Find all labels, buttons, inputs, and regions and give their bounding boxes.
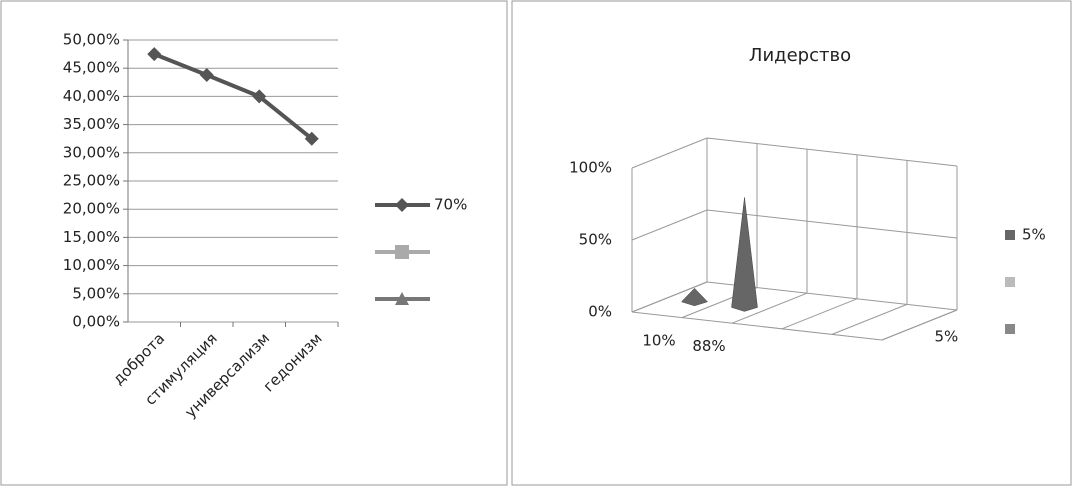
legend-swatch — [1005, 324, 1015, 334]
y-tick-label: 50,00% — [63, 31, 120, 49]
y-tick-label: 45,00% — [63, 59, 120, 77]
y-tick-label: 10,00% — [63, 256, 120, 274]
marker — [395, 292, 409, 305]
marker — [199, 67, 214, 82]
series-line — [153, 52, 314, 141]
marker — [252, 89, 267, 104]
y-tick-label: 35,00% — [63, 115, 120, 133]
depth-label: 5% — [935, 328, 959, 346]
grid-line — [881, 309, 958, 341]
y-tick-label: 30,00% — [63, 143, 120, 161]
grid-line — [781, 298, 858, 330]
cone — [731, 197, 758, 312]
y-tick-label: 0,00% — [72, 313, 120, 331]
y-tick-label: 20,00% — [63, 200, 120, 218]
grid-line — [631, 137, 708, 169]
y-tick-label: 40,00% — [63, 87, 120, 105]
y-tick-label: 5,00% — [72, 284, 120, 302]
grid-line — [706, 137, 958, 167]
grid-line — [731, 292, 808, 324]
cone — [681, 287, 708, 307]
grid-line — [631, 311, 883, 341]
y-tick-label: 0% — [588, 303, 612, 321]
legend-label: 5% — [1022, 226, 1046, 244]
grid-line — [831, 303, 908, 335]
marker — [395, 245, 409, 259]
grid-line — [631, 209, 708, 241]
marker — [304, 131, 319, 146]
legend-swatch — [1005, 277, 1015, 287]
grid-line — [706, 209, 958, 239]
y-tick-label: 50% — [579, 231, 612, 249]
y-tick-label: 25,00% — [63, 172, 120, 190]
y-tick-label: 100% — [569, 159, 612, 177]
legend-label: 70% — [434, 196, 467, 214]
chart-frame — [511, 0, 1072, 486]
marker — [147, 47, 162, 62]
x-tick-label: 10% — [642, 331, 675, 349]
legend-swatch — [1005, 230, 1015, 240]
grid-line — [631, 281, 708, 313]
y-tick-label: 15,00% — [63, 228, 120, 246]
marker — [395, 198, 409, 212]
chart-frame — [0, 0, 508, 486]
chart-title: Лидерство — [749, 45, 851, 66]
x-tick-label: 88% — [692, 337, 725, 355]
